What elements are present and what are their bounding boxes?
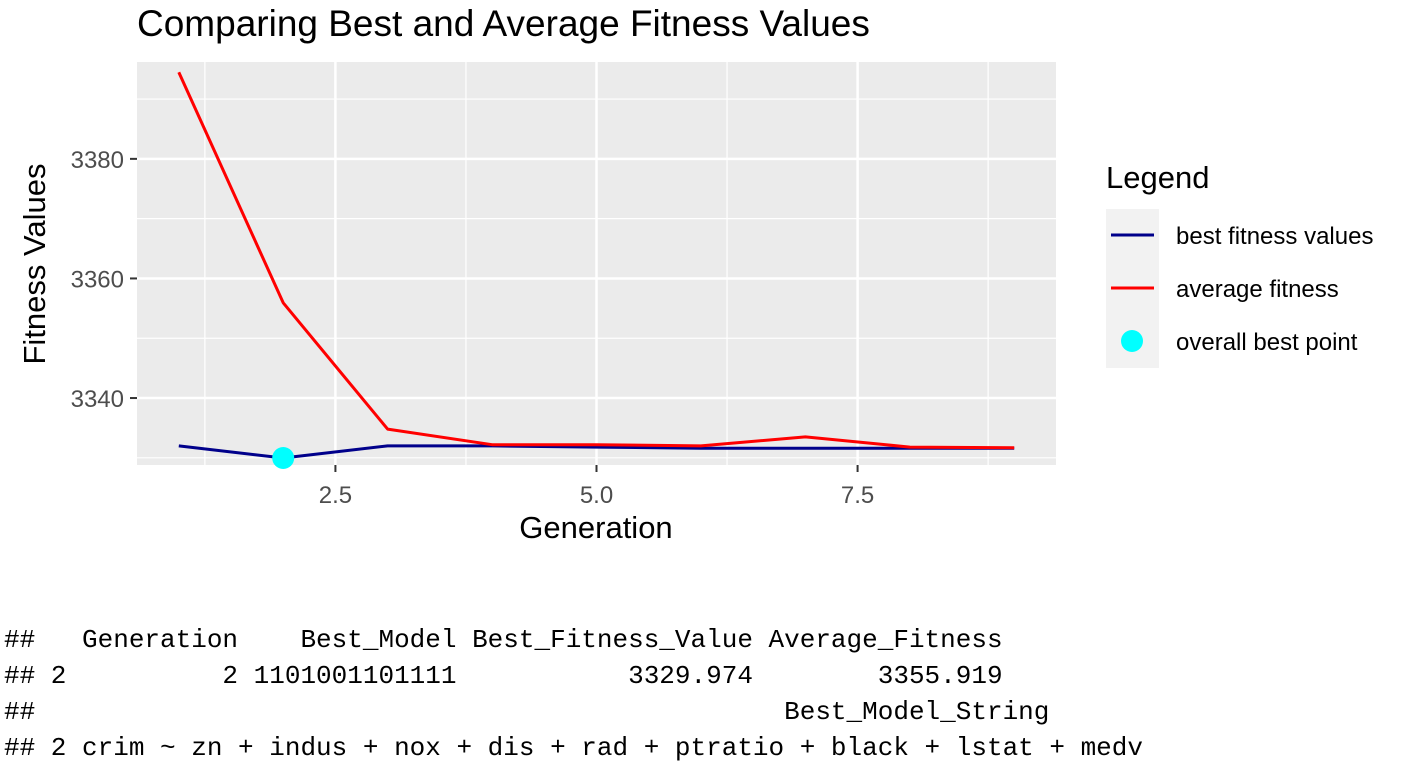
- series-layer: [177, 71, 1015, 460]
- y-axis-title: Fitness Values: [17, 163, 52, 364]
- legend-key-best-point: [1121, 330, 1143, 352]
- legend-title: Legend: [1106, 160, 1209, 195]
- fitness-chart: Comparing Best and Average Fitness Value…: [17, 3, 1373, 545]
- legend-label-average: average fitness: [1176, 276, 1339, 303]
- major-grid: [137, 62, 1056, 465]
- legend-label-best-point: overall best point: [1176, 329, 1358, 356]
- series-line-best-fitness-values: [178, 444, 1015, 460]
- console-line: ## 2 crim ~ zn + indus + nox + dis + rad…: [4, 733, 1143, 763]
- x-tick-label: 7.5: [841, 482, 874, 509]
- console-output: ## Generation Best_Model Best_Fitness_Va…: [4, 622, 1143, 766]
- y-tick-label: 3380: [71, 147, 124, 174]
- x-tick-label: 2.5: [319, 482, 352, 509]
- points-layer: [272, 446, 295, 469]
- x-axis-title: Generation: [519, 510, 672, 545]
- series-line-average-fitness: [177, 71, 1015, 450]
- x-tick-label: 5.0: [580, 482, 613, 509]
- console-line: ## Best_Model_String: [4, 697, 1050, 727]
- x-axis: 2.5 5.0 7.5: [319, 465, 874, 509]
- y-tick-label: 3360: [71, 266, 124, 293]
- chart-title: Comparing Best and Average Fitness Value…: [137, 3, 870, 44]
- overall-best-point: [272, 446, 295, 469]
- legend-label-best: best fitness values: [1176, 223, 1373, 250]
- console-line: ## 2 2 1101001101111 3329.974 3355.919: [4, 661, 1003, 691]
- legend: Legend best fitness values average fitne…: [1106, 160, 1373, 368]
- y-axis: 3340 3360 3380: [71, 147, 137, 413]
- y-tick-label: 3340: [71, 386, 124, 413]
- console-line: ## Generation Best_Model Best_Fitness_Va…: [4, 625, 1003, 655]
